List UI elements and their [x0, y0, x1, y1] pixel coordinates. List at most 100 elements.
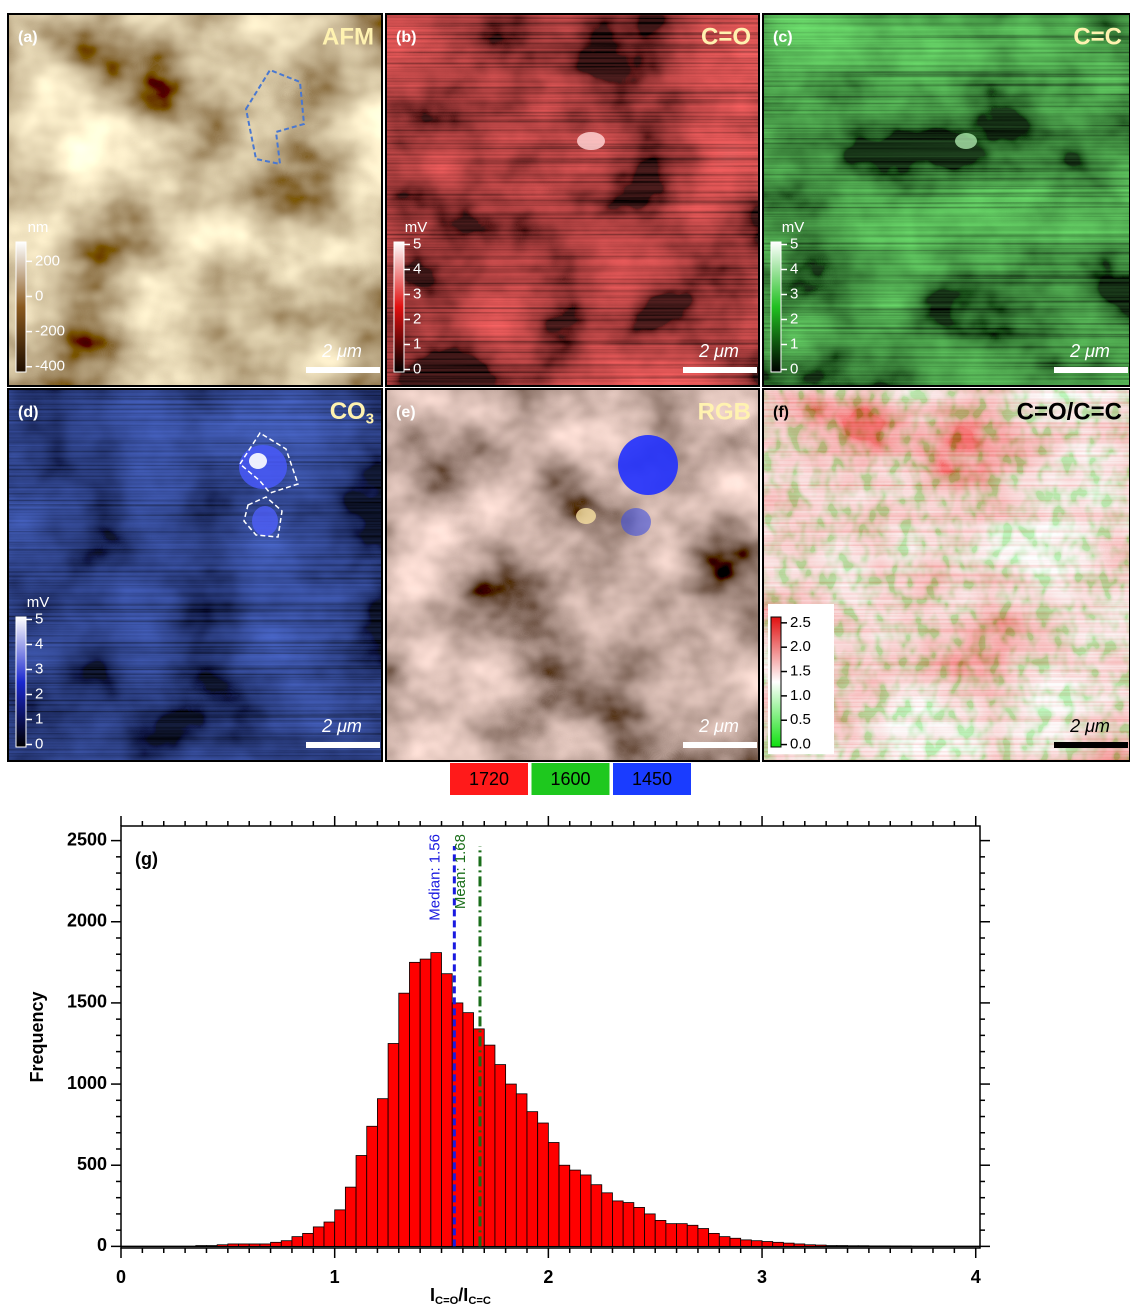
histogram-bar	[750, 1240, 763, 1247]
colorbar-title: mV	[405, 219, 428, 236]
colorbar-tick-label: 2	[790, 310, 798, 327]
hot-spot	[577, 132, 605, 150]
y-tick-label: 2000	[67, 911, 107, 931]
colorbar-tick-label: 3	[790, 285, 798, 302]
text-part: C=C	[468, 1295, 491, 1307]
y-axis-title: Frequency	[27, 991, 47, 1082]
panel-label: (f)	[773, 404, 789, 421]
colorbar-tick-label: 0.0	[790, 736, 811, 753]
image-panel: (f) C=O/C=C 2.5 2.0 1.5 1.0 0.5 0.0 2 μm	[762, 388, 1130, 762]
histogram-bar	[409, 961, 421, 1247]
histogram-bar	[772, 1241, 784, 1247]
colorbar-tick-label: 4	[413, 260, 421, 277]
y-tick-label: 2500	[67, 829, 107, 849]
colorbar	[15, 241, 27, 373]
x-tick-label: 0	[116, 1267, 126, 1287]
histogram-bar	[312, 1226, 325, 1247]
panel-label: (g)	[135, 849, 158, 869]
panel-label: (d)	[18, 404, 38, 421]
x-tick-label: 4	[971, 1267, 981, 1287]
colorbar-tick-label: 3	[413, 285, 421, 302]
panel-title: C=O/C=C	[1017, 398, 1122, 425]
scale-bar-label: 2 μm	[321, 716, 362, 736]
carbonate-spot	[618, 435, 678, 495]
histogram-bar	[377, 1098, 389, 1247]
histogram-bar	[505, 1083, 517, 1247]
carbonate-spot	[249, 453, 267, 469]
image-panel: (a) AFM nm 200 0 -200 -400 2 μm	[7, 13, 383, 387]
scale-bar-label: 2 μm	[1069, 716, 1110, 736]
histogram-bar	[355, 1155, 368, 1247]
panel-frame	[762, 13, 1130, 387]
text-part: CO	[330, 398, 366, 425]
histogram-bar	[537, 1122, 549, 1247]
histogram-bar	[494, 1064, 507, 1247]
panel-title: RGB	[698, 398, 751, 425]
histogram-bar	[419, 958, 432, 1247]
panel-frame	[385, 388, 760, 762]
colorbar	[15, 616, 27, 748]
histogram-bar	[708, 1232, 720, 1247]
histogram-bar	[580, 1174, 592, 1247]
scan-lines	[8, 389, 382, 761]
histogram-bar	[526, 1111, 539, 1247]
legend-swatch	[613, 763, 691, 795]
image-texture	[8, 14, 382, 386]
histogram-bar	[761, 1241, 774, 1247]
colorbar-tick-label: 0.5	[790, 711, 811, 728]
region-outline	[239, 431, 299, 494]
histogram-bar	[804, 1244, 816, 1247]
colorbar-tick-label: 5	[413, 235, 421, 252]
colorbar-title: mV	[782, 219, 805, 236]
colorbar-tick-label: -200	[35, 323, 65, 340]
histogram-bar	[387, 1043, 400, 1247]
image-texture	[386, 389, 759, 761]
panel-title: AFM	[322, 23, 374, 50]
carbonate-spot	[621, 508, 651, 536]
panel-label: (a)	[18, 29, 38, 46]
panel-title: CO3	[330, 398, 374, 427]
hot-spot	[955, 133, 977, 149]
y-tick-label: 0	[97, 1235, 107, 1255]
text-part: C=O	[435, 1295, 459, 1307]
colorbar-tick-label: 200	[35, 252, 60, 269]
x-axis-title: IC=O/IC=C	[430, 1285, 491, 1307]
histogram-bar	[483, 1044, 496, 1247]
panel-label: (c)	[773, 29, 793, 46]
histogram-bar	[558, 1164, 571, 1247]
histogram: Median: 1.56 Mean: 1.68 0 1 2 3 4 0 500 1000 1500 2…	[27, 816, 990, 1307]
colorbar-tick-label: 1	[35, 710, 43, 727]
region-outline	[243, 496, 283, 538]
image-panel: (b) C=O mV5 4 3 2 1 0 2 μm	[385, 13, 760, 387]
image-panel: (e) RGB 2 μm	[385, 388, 760, 762]
histogram-bar	[259, 1243, 271, 1247]
histogram-bar	[302, 1232, 314, 1247]
histogram-bar	[195, 1245, 207, 1247]
colorbar	[393, 241, 405, 373]
colorbar-title: nm	[28, 219, 49, 236]
legend-label: 1450	[632, 769, 672, 789]
histogram-bar	[323, 1221, 336, 1247]
text-part: I	[430, 1285, 435, 1305]
histogram-bar	[857, 1245, 870, 1247]
scale-bar-label: 2 μm	[698, 341, 739, 361]
colorbar-tick-label: 0	[790, 360, 798, 377]
text-part: /I	[458, 1285, 468, 1305]
histogram-bar	[206, 1245, 218, 1247]
plot-frame	[120, 825, 981, 1249]
histogram-bar	[686, 1224, 699, 1247]
legend-label: 1720	[469, 769, 509, 789]
carbonate-spot	[252, 506, 278, 536]
histogram-bar	[783, 1242, 795, 1247]
histogram-bar	[729, 1237, 742, 1247]
histogram-bar	[676, 1223, 688, 1247]
histogram-bar	[366, 1125, 378, 1247]
histogram-bar	[697, 1228, 710, 1247]
histogram-bar	[644, 1213, 656, 1247]
colorbar	[770, 616, 782, 748]
panel-image	[386, 14, 759, 386]
histogram-bar	[718, 1236, 731, 1247]
